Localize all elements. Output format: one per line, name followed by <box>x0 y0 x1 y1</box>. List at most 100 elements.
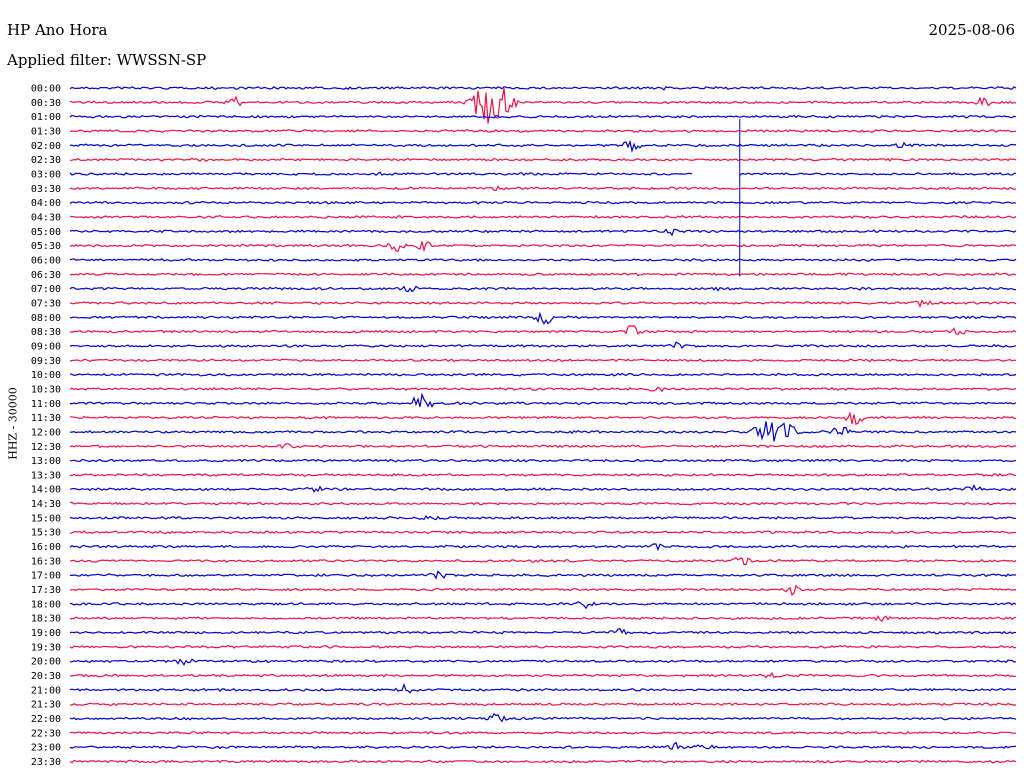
trace-line <box>69 241 1017 253</box>
trace-line <box>69 311 1017 325</box>
time-label: 12:00 <box>31 427 61 438</box>
time-label: 09:00 <box>31 341 61 352</box>
time-label: 16:00 <box>31 542 61 553</box>
trace-line <box>69 615 1017 622</box>
trace-line <box>69 671 1017 679</box>
time-label: 23:00 <box>31 743 61 754</box>
time-label: 15:00 <box>31 513 61 524</box>
time-label: 04:30 <box>31 212 61 223</box>
trace-line <box>69 741 1017 750</box>
time-label: 20:00 <box>31 657 61 668</box>
trace-line <box>69 285 1017 293</box>
trace-line <box>69 157 1017 163</box>
time-label: 10:00 <box>31 370 61 381</box>
time-label: 16:30 <box>31 556 61 567</box>
trace-line <box>69 86 1017 91</box>
trace-line <box>69 299 1017 309</box>
filter-label: Applied filter: WWSSN-SP <box>7 51 207 69</box>
trace-line <box>69 759 1017 764</box>
time-label: 17:00 <box>31 571 61 582</box>
trace-line <box>70 214 1017 220</box>
trace-line <box>70 411 1017 425</box>
time-label: 12:30 <box>31 442 61 453</box>
trace-line <box>69 443 1017 450</box>
trace-line <box>69 543 1017 552</box>
time-label: 03:00 <box>31 169 61 180</box>
trace-line <box>69 601 1017 610</box>
time-label: 00:00 <box>31 84 61 95</box>
trace-line <box>69 129 1017 134</box>
time-label: 14:30 <box>31 499 61 510</box>
trace-line <box>69 514 1017 521</box>
time-label: 18:00 <box>31 599 61 610</box>
trace-line <box>69 372 1017 377</box>
trace-line <box>69 730 1017 735</box>
time-label: 05:00 <box>31 227 61 238</box>
time-label: 11:00 <box>31 399 61 410</box>
trace-line <box>69 272 1017 277</box>
trace-line <box>69 325 1017 336</box>
trace-line <box>69 530 1017 535</box>
time-label: 04:00 <box>31 198 61 209</box>
time-label: 09:30 <box>31 356 61 367</box>
trace-line <box>69 570 1017 580</box>
time-label: 18:30 <box>31 614 61 625</box>
time-label: 15:30 <box>31 528 61 539</box>
time-label: 03:30 <box>31 184 61 195</box>
trace-line <box>69 386 1017 393</box>
time-label: 01:00 <box>31 112 61 123</box>
time-label: 23:30 <box>31 757 61 768</box>
time-label: 07:30 <box>31 298 61 309</box>
time-label: 01:30 <box>31 126 61 137</box>
trace-line <box>69 88 1017 124</box>
time-label: 05:30 <box>31 241 61 252</box>
time-label: 08:00 <box>31 313 61 324</box>
trace-line <box>69 392 1017 408</box>
time-label: 20:30 <box>31 671 61 682</box>
trace-line <box>69 712 1017 723</box>
time-label: 13:00 <box>31 456 61 467</box>
time-label: 21:30 <box>31 700 61 711</box>
time-label: 22:00 <box>31 714 61 725</box>
date-label: 2025-08-06 <box>928 21 1015 39</box>
trace-line <box>70 421 1017 442</box>
time-label: 17:30 <box>31 585 61 596</box>
trace-line <box>69 557 1017 566</box>
trace-line <box>69 682 1017 694</box>
time-label: 22:30 <box>31 728 61 739</box>
trace-line <box>69 200 1017 205</box>
trace-line <box>70 702 1017 707</box>
time-label: 06:30 <box>31 270 61 281</box>
trace-line <box>69 472 1017 477</box>
time-label: 00:30 <box>31 98 61 109</box>
time-label: 06:00 <box>31 255 61 266</box>
trace-line <box>69 658 1017 666</box>
station-title: HP Ano Hora <box>7 21 108 39</box>
trace-line <box>69 628 1016 636</box>
time-label: 07:00 <box>31 284 61 295</box>
trace-line <box>69 171 1016 176</box>
trace-line <box>69 644 1017 649</box>
trace-line <box>69 501 1017 506</box>
trace-line <box>69 484 1017 493</box>
trace-line <box>69 458 1016 463</box>
time-label: 19:00 <box>31 628 61 639</box>
time-label: 10:30 <box>31 384 61 395</box>
trace-line <box>69 228 1017 237</box>
time-label: 19:30 <box>31 642 61 653</box>
time-label: 11:30 <box>31 413 61 424</box>
time-label: 13:30 <box>31 470 61 481</box>
trace-line <box>69 584 1017 596</box>
time-label: 08:30 <box>31 327 61 338</box>
trace-line <box>69 257 1017 263</box>
trace-line <box>69 358 1017 363</box>
trace-line <box>69 341 1017 349</box>
time-label: 02:30 <box>31 155 61 166</box>
trace-line <box>69 139 1017 154</box>
time-label: 14:00 <box>31 485 61 496</box>
trace-line <box>69 114 1017 119</box>
trace-line <box>69 185 1017 192</box>
time-label: 21:00 <box>31 685 61 696</box>
time-label: 02:00 <box>31 141 61 152</box>
